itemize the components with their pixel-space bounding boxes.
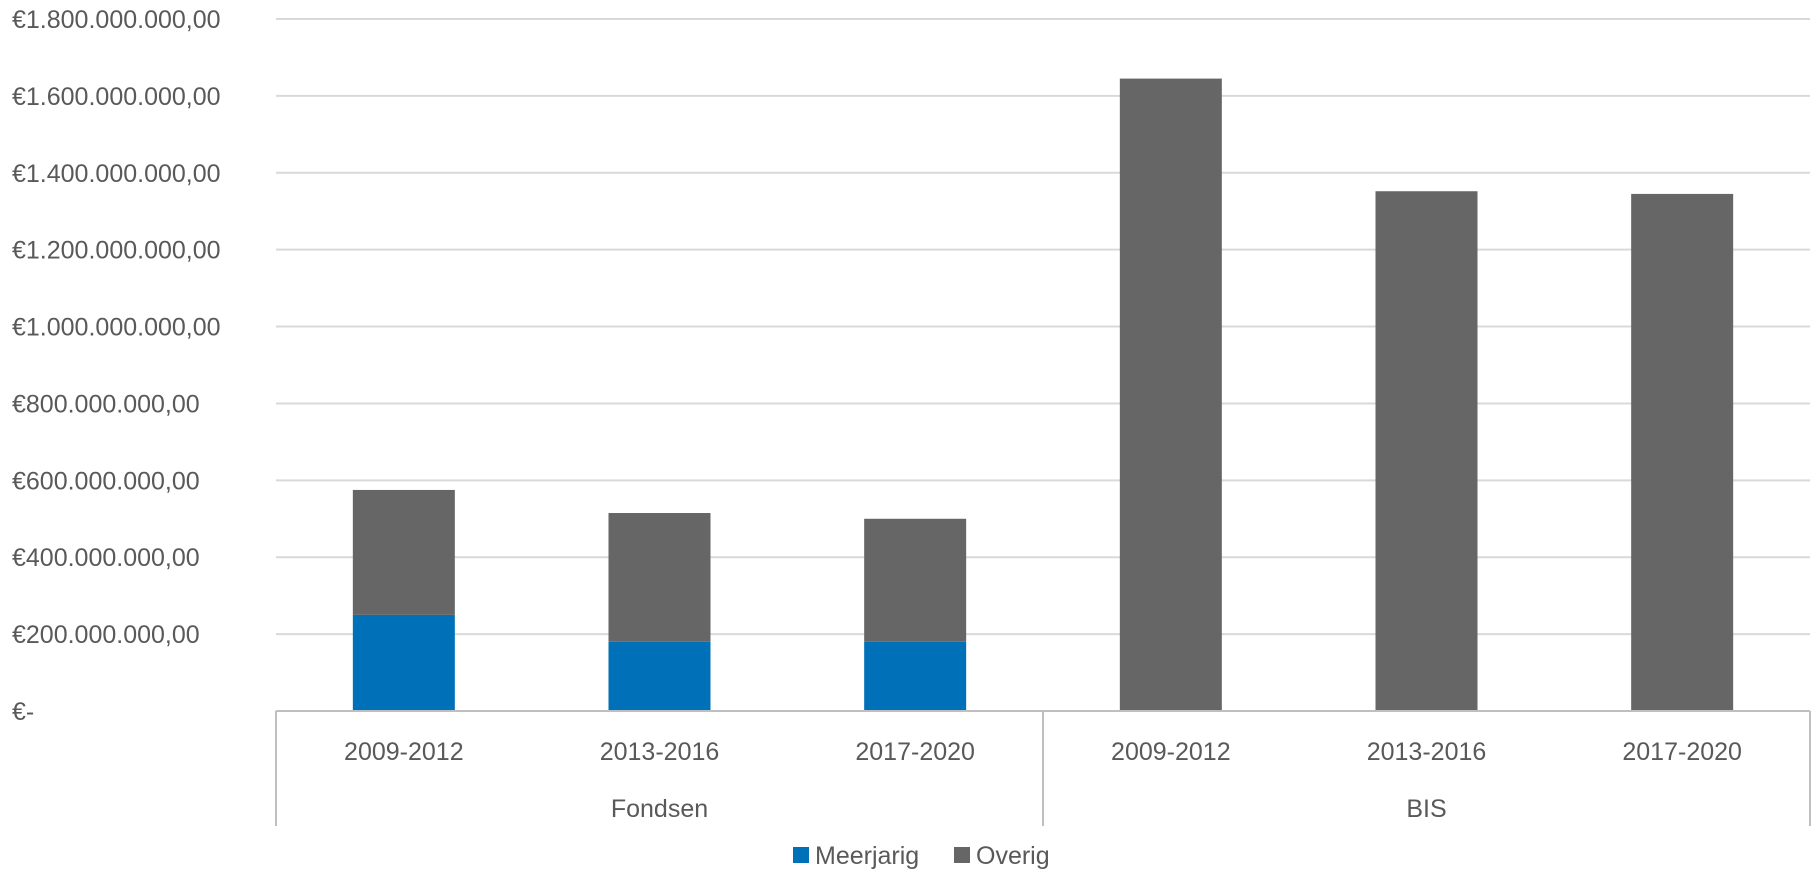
x-group-label: BIS (1406, 795, 1446, 823)
bar-overig (864, 518, 967, 642)
bar-overig (1375, 191, 1478, 712)
y-tick-label: €1.000.000.000,00 (12, 314, 221, 342)
y-tick-label: €1.200.000.000,00 (12, 237, 221, 265)
x-category-label: 2009-2012 (344, 738, 464, 766)
legend-swatch-meerjarig (793, 847, 809, 863)
x-category-label: 2013-2016 (600, 738, 720, 766)
bar-overig (1119, 78, 1222, 712)
y-tick-label: €800.000.000,00 (12, 390, 200, 418)
bar-overig (1631, 193, 1734, 711)
bar-meerjarig (608, 641, 711, 711)
x-axis (275, 710, 1811, 826)
bar-meerjarig (352, 614, 455, 711)
legend-swatch-overig (954, 847, 970, 863)
bar-meerjarig (864, 641, 967, 711)
bar-overig (608, 513, 711, 642)
y-tick-label: €1.600.000.000,00 (12, 83, 221, 111)
x-group-label: Fondsen (611, 795, 708, 823)
x-axis-category-labels: 2009-2012 2013-2016 2017-2020 Fondsen 2009-2… (344, 738, 1742, 823)
y-tick-label: €- (12, 698, 34, 726)
y-tick-label: €200.000.000,00 (12, 621, 200, 649)
x-category-label: 2013-2016 (1367, 738, 1487, 766)
x-category-label: 2017-2020 (1622, 738, 1742, 766)
bars (352, 78, 1734, 712)
y-tick-label: €1.800.000.000,00 (12, 6, 221, 34)
x-category-label: 2017-2020 (855, 738, 975, 766)
y-tick-label: €400.000.000,00 (12, 544, 200, 572)
y-axis-tick-labels: €- €200.000.000,00 €400.000.000,00 €600.000… (12, 6, 221, 726)
gridlines (276, 18, 1810, 636)
x-category-label: 2009-2012 (1111, 738, 1231, 766)
bar-overig (352, 489, 455, 615)
y-tick-label: €600.000.000,00 (12, 467, 200, 495)
legend: Meerjarig Overig (793, 842, 1050, 870)
legend-label-overig: Overig (976, 842, 1050, 870)
y-tick-label: €1.400.000.000,00 (12, 160, 221, 188)
legend-label-meerjarig: Meerjarig (815, 842, 919, 870)
